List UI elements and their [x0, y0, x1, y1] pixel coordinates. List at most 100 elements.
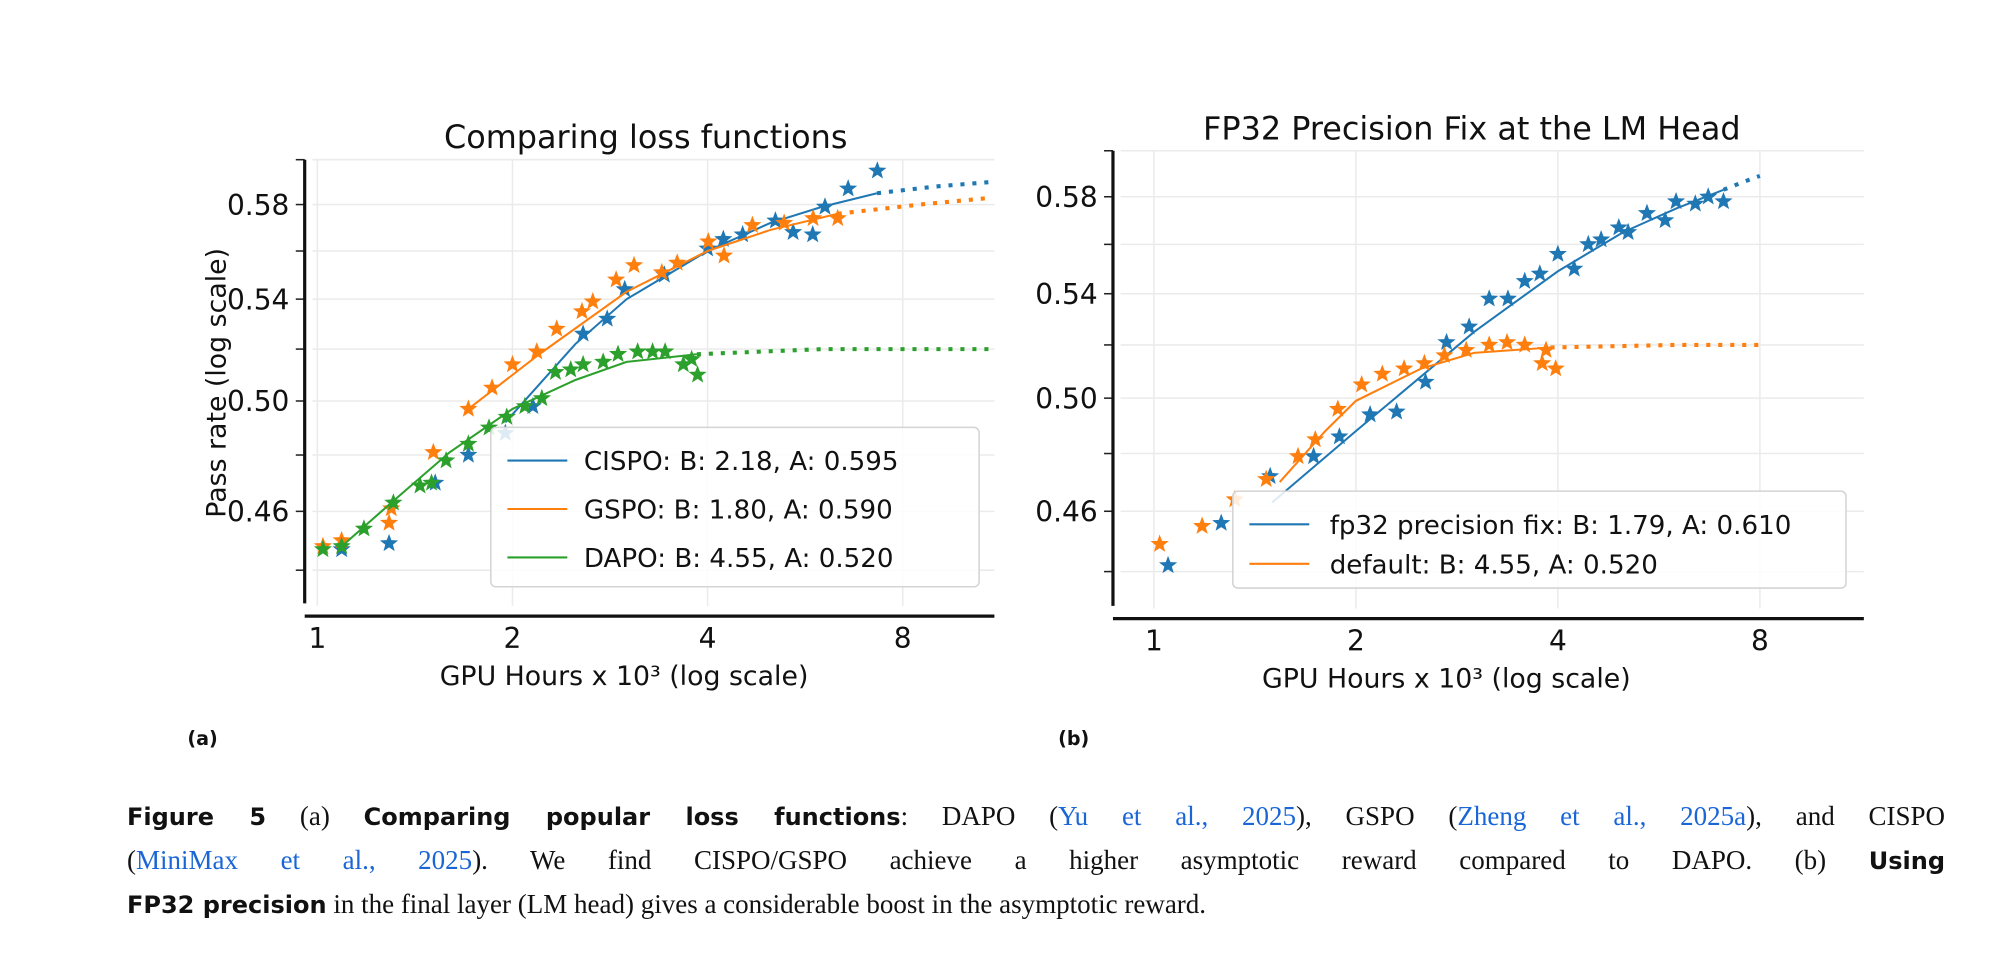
- y-tick-label: 0.50: [227, 385, 289, 418]
- caption-b-title: Using: [1868, 847, 1945, 875]
- data-point-star: [1536, 340, 1556, 358]
- x-axis-label: GPU Hours x 10³ (log scale): [440, 661, 809, 692]
- data-point-star: [733, 224, 752, 243]
- extrapolation-line: [1550, 342, 1760, 350]
- data-point-star: [1416, 372, 1435, 390]
- caption-text: (a): [266, 801, 364, 831]
- data-point-star: [1150, 534, 1169, 552]
- data-point-star: [1480, 289, 1499, 307]
- figure-caption: Figure 5 (a) Comparing popular loss func…: [127, 795, 1945, 927]
- data-point-star: [699, 231, 718, 250]
- legend-label: CISPO: B: 2.18, A: 0.595: [584, 447, 899, 477]
- x-tick-label: 4: [1549, 625, 1567, 658]
- y-tick-label: 0.54: [227, 283, 289, 316]
- data-point-star: [1457, 340, 1476, 358]
- data-point-star: [1212, 513, 1231, 531]
- data-point-star: [628, 342, 647, 360]
- data-point-star: [1437, 332, 1456, 351]
- citation-link[interactable]: Yu et al., 2025: [1058, 801, 1297, 831]
- data-point-star: [766, 211, 785, 229]
- caption-b-title: FP32 precision: [127, 891, 327, 919]
- data-point-star: [354, 519, 374, 537]
- figure-number: Figure 5: [127, 803, 267, 831]
- citation-link[interactable]: Zheng et al., 2025a: [1457, 801, 1747, 831]
- data-point-star: [379, 533, 399, 552]
- data-point-star: [1257, 469, 1276, 487]
- data-point-star: [1415, 353, 1434, 372]
- data-point-star: [1498, 289, 1517, 307]
- data-point-star: [743, 215, 762, 233]
- panel-label: (b): [1058, 727, 1089, 750]
- caption-text: : DAPO (: [900, 801, 1059, 831]
- legend-box: [1232, 490, 1847, 589]
- data-point-star: [656, 342, 675, 360]
- x-tick-label: 1: [1145, 625, 1163, 658]
- caption-text: ). We find CISPO/GSPO achieve a higher a…: [472, 845, 1869, 875]
- legend-label: fp32 precision fix: B: 1.79, A: 0.610: [1330, 511, 1792, 541]
- data-point-star: [1699, 187, 1718, 205]
- data-point-star: [674, 354, 693, 373]
- data-point-star: [1579, 234, 1598, 253]
- data-point-star: [1565, 259, 1584, 277]
- data-point-star: [1546, 359, 1565, 377]
- data-point-star: [547, 319, 566, 337]
- chart-title: Comparing loss functions: [444, 118, 847, 156]
- data-point-star: [459, 399, 478, 417]
- data-point-star: [1330, 427, 1349, 445]
- data-point-star: [503, 354, 522, 373]
- data-point-star: [384, 493, 403, 511]
- x-tick-label: 8: [1751, 625, 1769, 658]
- y-tick-label: 0.54: [1035, 278, 1097, 311]
- data-point-star: [1618, 222, 1638, 241]
- data-point-star: [572, 301, 592, 320]
- legend-label: default: B: 4.55, A: 0.520: [1330, 550, 1658, 580]
- data-point-star: [424, 442, 443, 461]
- data-point-star: [459, 434, 478, 452]
- data-point-star: [523, 396, 542, 415]
- data-point-star: [482, 378, 502, 396]
- data-point-star: [1193, 516, 1212, 534]
- data-point-star: [868, 161, 887, 179]
- panel-label: (a): [187, 727, 217, 750]
- data-point-star: [410, 476, 430, 494]
- legend-label: DAPO: B: 4.55, A: 0.520: [584, 544, 894, 574]
- citation-link[interactable]: MiniMax et al., 2025: [136, 845, 473, 875]
- data-point-star: [332, 536, 351, 555]
- caption-text: in the final layer (LM head) gives a con…: [326, 889, 1207, 919]
- chart-1: 0.46 0.50 0.54 0.58 1 2 4 8 FP32 Precision Fix a…: [1035, 109, 1864, 750]
- x-tick-label: 4: [699, 622, 717, 655]
- extrapolation-line: [1722, 173, 1761, 192]
- data-point-star: [1497, 332, 1517, 351]
- data-point-star: [527, 342, 546, 360]
- data-point-star: [714, 246, 734, 264]
- extrapolation-line: [876, 179, 993, 196]
- data-point-star: [1533, 353, 1552, 372]
- data-point-star: [1637, 203, 1657, 222]
- data-point-star: [1656, 210, 1675, 229]
- data-point-star: [1515, 335, 1534, 353]
- data-point-star: [546, 362, 565, 380]
- data-point-star: [437, 451, 456, 469]
- y-tick-label: 0.46: [1035, 495, 1097, 528]
- x-tick-label: 2: [504, 622, 522, 655]
- y-tick-label: 0.58: [1035, 181, 1097, 214]
- data-point-star: [1515, 271, 1534, 289]
- legend-box: [490, 426, 980, 588]
- extrapolation-line: [696, 347, 993, 357]
- data-point-star: [1306, 429, 1325, 448]
- data-point-star: [624, 255, 644, 274]
- fit-line: [467, 212, 838, 410]
- data-point-star: [1387, 402, 1406, 420]
- data-point-star: [1158, 555, 1178, 574]
- data-point-star: [668, 253, 687, 271]
- data-point-star: [1373, 364, 1392, 382]
- data-point-star: [497, 407, 516, 425]
- data-point-star: [1609, 217, 1628, 236]
- data-point-star: [688, 365, 707, 383]
- data-point-star: [784, 222, 803, 241]
- data-point-star: [1548, 244, 1567, 262]
- data-point-star: [1328, 399, 1347, 417]
- data-point-star: [615, 279, 634, 298]
